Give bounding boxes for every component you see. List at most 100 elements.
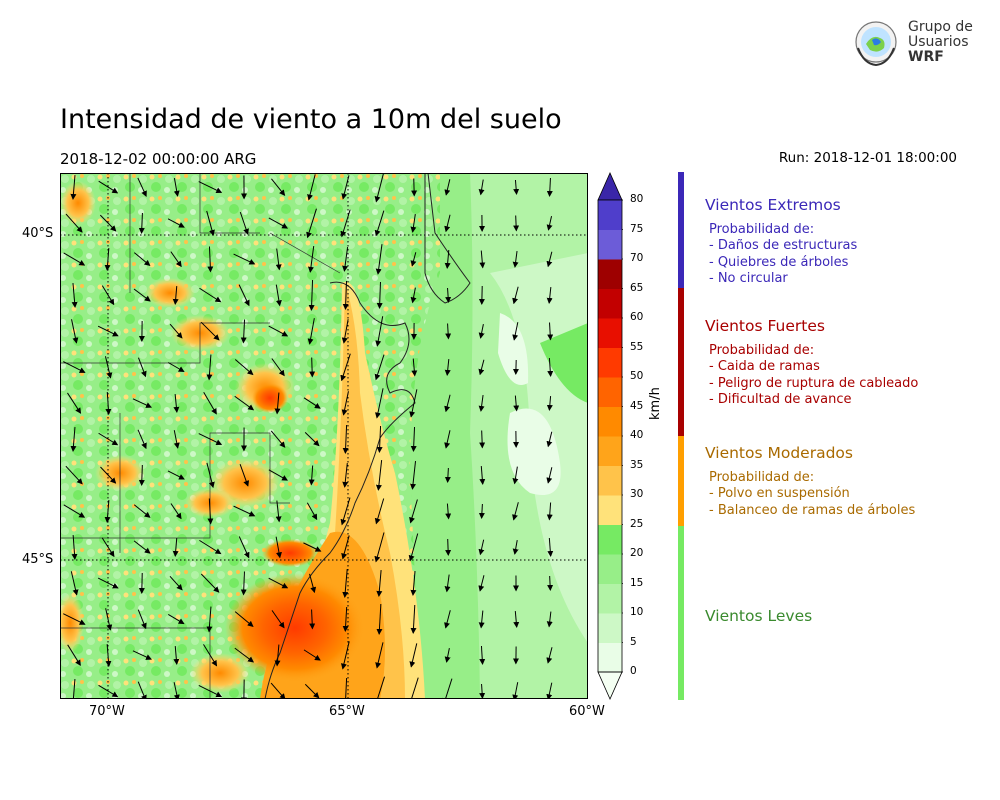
wind-arrow <box>546 395 553 411</box>
colorbar-level <box>598 200 622 230</box>
wind-arrow <box>207 498 214 525</box>
category-line: - Caida de ramas <box>709 359 820 375</box>
wind-arrow <box>105 643 112 667</box>
wind-arrow <box>374 210 385 237</box>
colorbar-unit: km/h <box>648 387 663 420</box>
colorbar-tick-label: 15 <box>630 576 644 589</box>
wind-arrow <box>309 609 316 630</box>
wind-arrow <box>444 610 451 629</box>
wind-arrow <box>513 215 520 232</box>
wind-arrow <box>63 613 86 625</box>
wind-arrow <box>306 502 318 521</box>
wind-arrow <box>63 252 86 266</box>
category-line: - No circular <box>709 270 788 286</box>
wind-arrow <box>444 214 451 233</box>
wind-arrow <box>206 462 215 489</box>
wind-arrow <box>97 577 119 589</box>
wind-arrow <box>479 683 486 699</box>
wind-arrow <box>173 645 180 665</box>
wind-arrow <box>268 469 289 481</box>
colorbar-tick-label: 45 <box>630 399 644 412</box>
wind-arrow <box>444 179 451 196</box>
wind-arrow <box>238 284 250 307</box>
wind-arrow <box>303 542 322 552</box>
colorbar-tick-label: 75 <box>630 222 644 235</box>
wind-arrow <box>409 499 418 524</box>
wind-arrow <box>341 319 349 344</box>
colorbar-tick-label: 65 <box>630 281 644 294</box>
wind-arrow <box>275 248 282 271</box>
category-line: - Peligro de ruptura de cableado <box>709 375 919 391</box>
wind-arrow <box>71 534 78 560</box>
colorbar-level <box>598 318 622 348</box>
wind-arrow <box>342 463 349 488</box>
category-line: - Quiebres de árboles <box>709 254 849 270</box>
wind-arrow <box>67 392 82 414</box>
wind-blob-3 <box>60 181 96 225</box>
wind-arrow <box>98 684 119 698</box>
category-line: - Balanceo de ramas de árboles <box>709 502 916 518</box>
wind-arrow <box>410 571 417 596</box>
wind-arrow <box>99 214 117 232</box>
wind-arrow <box>375 642 384 669</box>
wind-arrow <box>271 610 285 629</box>
category-bar-extremos <box>678 172 684 288</box>
colorbar-level <box>598 554 622 584</box>
wind-arrow <box>172 537 179 557</box>
wind-blob-4 <box>145 278 195 308</box>
colorbar-tick-label: 70 <box>630 252 644 264</box>
wind-arrow <box>97 325 119 337</box>
wind-arrow <box>63 361 86 373</box>
wind-map <box>56 172 588 707</box>
wind-arrow <box>445 538 452 556</box>
wind-arrow <box>547 357 554 377</box>
lat-label-45s: 45°S <box>22 552 54 567</box>
wind-arrow <box>513 179 520 195</box>
colorbar-level <box>598 406 622 437</box>
colorbar-level <box>598 259 622 289</box>
wind-arrow <box>411 358 418 377</box>
wind-arrow <box>479 465 486 485</box>
wind-arrow <box>478 395 485 412</box>
lon-label-70w: 70°W <box>89 704 125 719</box>
wind-arrow <box>198 181 223 193</box>
colorbar-tick-label: 50 <box>630 370 644 382</box>
wind-arrow <box>137 609 147 630</box>
wind-arrow <box>270 682 286 700</box>
colorbar-tick-label: 80 <box>630 193 644 205</box>
colorbar-level <box>598 288 622 319</box>
colorbar-level <box>598 229 622 260</box>
wind-arrow <box>198 433 223 445</box>
colorbar-tick-label: 20 <box>630 547 644 559</box>
wind-arrow <box>167 470 185 480</box>
category-line: Probabilidad de: <box>709 343 815 358</box>
wind-arrow <box>271 178 286 196</box>
wind-arrow <box>342 606 349 632</box>
wind-arrow <box>98 432 119 446</box>
wind-arrow <box>546 431 553 448</box>
wind-arrow <box>199 287 222 303</box>
colorbar-tick-label: 40 <box>630 429 644 441</box>
wind-arrow <box>546 502 553 521</box>
colorbar-tick-label: 5 <box>630 635 637 648</box>
wind-arrow <box>512 322 519 341</box>
wind-arrow <box>268 217 289 229</box>
category-title: Vientos Extremos <box>705 196 841 214</box>
wind-arrow <box>101 285 115 306</box>
logo <box>850 18 902 70</box>
wind-arrow <box>478 324 485 339</box>
wind-arrow <box>233 253 256 265</box>
wind-arrow <box>104 247 111 271</box>
wind-arrow <box>410 426 417 452</box>
colorbar-level <box>598 347 622 378</box>
wind-arrow <box>374 354 385 381</box>
wind-arrow <box>307 246 315 273</box>
wind-arrow <box>342 424 349 454</box>
category-title: Vientos Leves <box>705 607 813 625</box>
wind-arrow <box>546 177 553 197</box>
wind-arrow <box>546 251 553 268</box>
colorbar-level <box>598 436 622 466</box>
wind-core-gulf <box>225 573 365 683</box>
wind-arrow <box>173 430 180 449</box>
wind-arrow <box>512 502 519 521</box>
